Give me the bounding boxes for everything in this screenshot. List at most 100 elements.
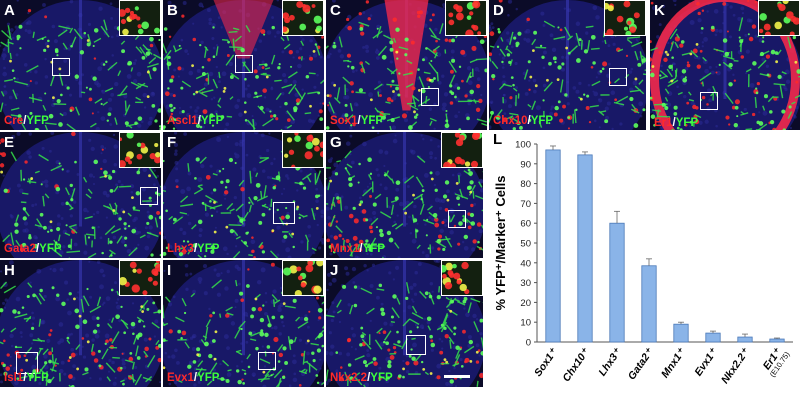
bar: [641, 265, 657, 343]
yfp-label: YFP: [26, 115, 49, 127]
roi-box: [16, 352, 38, 374]
panel-letter: C: [330, 2, 341, 19]
panel-letter: I: [167, 262, 172, 279]
yfp-label: YFP: [370, 372, 393, 384]
roi-box: [235, 55, 253, 73]
y-tick-label: 80: [520, 179, 531, 190]
caption-separator: /: [367, 372, 371, 384]
panel-caption: Isl1/YFP: [4, 372, 49, 384]
y-axis-label: % YFP⁺/Marker⁺ Cells: [493, 176, 508, 311]
panel-caption: Evx1/YFP: [167, 372, 219, 384]
roi-box: [421, 88, 439, 106]
inset-magnification: [282, 0, 324, 36]
caption-separator: /: [35, 243, 40, 255]
panel-caption: Sox1/YFP: [330, 115, 383, 127]
panel-a: A Cre/YFP: [0, 0, 161, 130]
panel-letter: A: [4, 2, 15, 19]
x-tick-label: Mnx1⁺: [659, 346, 688, 381]
panel-h: H Isl1/YFP: [0, 260, 161, 387]
yfp-label: YFP: [39, 243, 62, 255]
yfp-label: YFP: [197, 243, 220, 255]
yfp-label: YFP: [200, 115, 224, 127]
roi-box: [273, 202, 295, 224]
panel-j: J Nkx2.2/YFP: [326, 260, 483, 387]
y-tick-label: 90: [520, 159, 531, 170]
marker-label: Chx10: [493, 115, 528, 127]
inset-magnification: [119, 0, 161, 36]
yfp-label: YFP: [197, 372, 220, 384]
panel-letter: J: [330, 262, 339, 279]
panel-caption: Er1/YFP: [654, 117, 698, 129]
bar: [705, 332, 721, 343]
panel-letter: D: [493, 2, 504, 19]
roi-box: [52, 58, 70, 76]
bar: [737, 336, 753, 343]
panel-caption: Cre/YFP: [4, 115, 49, 127]
panel-caption: Lhx3/YFP: [167, 243, 219, 255]
roi-box: [609, 68, 627, 86]
inset-magnification: [604, 0, 646, 36]
panel-caption: Ascl1/YFP: [167, 115, 223, 127]
panel-b: B Ascl1/YFP: [163, 0, 324, 130]
bar: [673, 323, 689, 343]
inset-magnification: [758, 0, 800, 36]
inset-magnification: [445, 0, 487, 36]
y-tick-label: 50: [520, 239, 531, 250]
x-tick-label: Lhx3⁺: [596, 346, 624, 379]
marker-label: Lhx3: [167, 243, 194, 255]
bar: [769, 338, 785, 343]
y-tick-label: 70: [520, 199, 531, 210]
y-tick-label: 40: [520, 258, 531, 269]
roi-box: [700, 92, 718, 110]
caption-separator: /: [193, 372, 198, 384]
marker-label: Gata2: [4, 243, 36, 255]
caption-separator: /: [23, 372, 27, 384]
bar: [545, 149, 561, 343]
panel-e: E Gata2/YFP: [0, 132, 161, 258]
caption-separator: /: [359, 243, 363, 255]
y-tick-label: 20: [520, 298, 531, 309]
marker-label: Nkx2.2: [330, 372, 368, 384]
tissue-image: [326, 132, 483, 258]
panel-k: K Er1/YFP: [650, 0, 800, 132]
x-tick-label: Gata2⁺: [626, 346, 657, 383]
panel-d: D Chx10/YFP: [489, 0, 646, 130]
panel-letter: H: [4, 262, 15, 279]
yfp-label: YFP: [26, 372, 49, 384]
caption-separator: /: [23, 115, 27, 127]
inset-magnification: [119, 132, 161, 168]
x-tick-label: Chx10⁺: [560, 346, 592, 384]
panel-letter: G: [330, 134, 342, 151]
marker-label: Isl1: [4, 372, 24, 384]
marker-label: Er1: [654, 117, 673, 129]
marker-label: Mnx1: [330, 243, 360, 255]
inset-magnification: [119, 260, 161, 296]
inset-magnification: [282, 260, 324, 296]
caption-separator: /: [527, 115, 531, 127]
marker-label: Ascl1: [167, 115, 198, 127]
caption-separator: /: [193, 243, 198, 255]
yfp-label: YFP: [675, 117, 699, 129]
caption-separator: /: [197, 115, 201, 127]
caption-separator: /: [672, 117, 676, 129]
roi-box: [448, 210, 466, 228]
panel-f: F Lhx3/YFP: [163, 132, 324, 258]
panel-letter: E: [4, 134, 15, 151]
bar: [577, 154, 593, 343]
panel-c: C Sox1/YFP: [326, 0, 487, 130]
bar-chart: L 0 10 20 30 40 50 60 70 80 90 100 % YFP⁺/Marker⁺ Ce…: [485, 130, 800, 402]
inset-magnification: [441, 260, 483, 296]
panel-letter: F: [167, 134, 177, 151]
marker-label: Evx1: [167, 372, 194, 384]
panel-letter: B: [167, 2, 178, 19]
y-tick-label: 30: [520, 278, 531, 289]
x-tick-label: Nkx2.2⁺: [719, 346, 752, 386]
y-tick-label: 0: [526, 338, 531, 349]
panel-caption: Nkx2.2/YFP: [330, 372, 393, 384]
panel-caption: Chx10/YFP: [493, 115, 553, 127]
x-tick-label: Evx1⁺: [692, 346, 720, 379]
bar: [609, 222, 625, 343]
y-tick-label: 100: [515, 140, 531, 151]
panel-i: I Evx1/YFP: [163, 260, 324, 387]
panel-letter: K: [654, 2, 665, 19]
